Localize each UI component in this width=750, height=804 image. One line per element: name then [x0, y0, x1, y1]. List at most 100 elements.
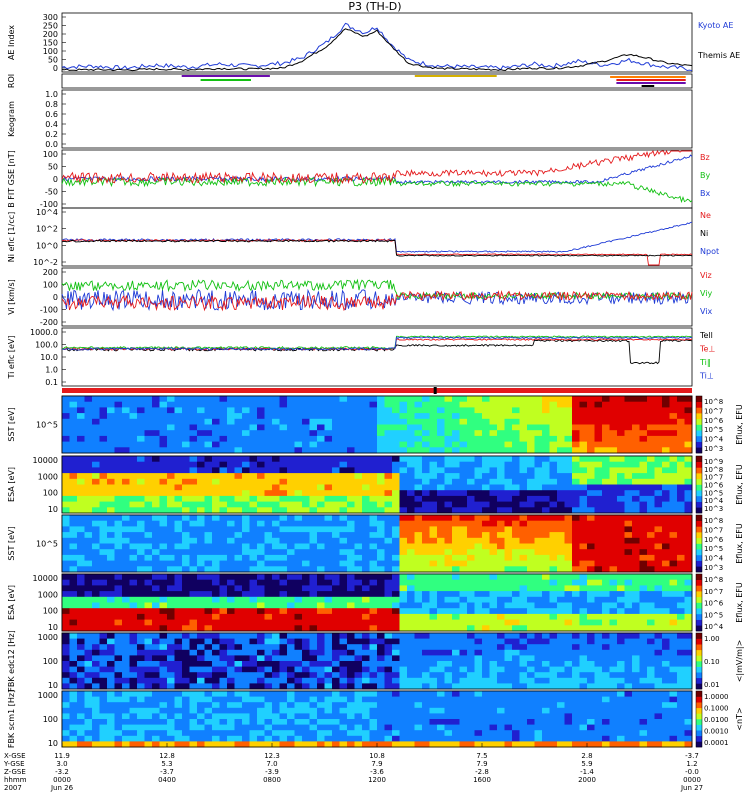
heatmap-cell-sst1: [580, 447, 588, 453]
heatmap-cell-fbk1: [490, 633, 498, 639]
heatmap-cell-sst1: [107, 419, 115, 425]
heatmap-cell-sst1: [400, 419, 408, 425]
heatmap-cell-fbk1: [490, 667, 498, 673]
heatmap-cell-fbk1: [220, 655, 228, 661]
heatmap-cell-sst1: [265, 396, 273, 402]
heatmap-cell-esa1: [70, 490, 78, 496]
heatmap-cell-sst1: [392, 430, 400, 436]
heatmap-cell-sst2: [610, 538, 618, 544]
heatmap-cell-esa1: [137, 496, 145, 502]
heatmap-cell-esa1: [302, 467, 310, 473]
heatmap-cell-sst1: [265, 425, 273, 431]
heatmap-cell-sst2: [452, 561, 460, 567]
heatmap-cell-sst1: [512, 413, 520, 419]
heatmap-cell-sst1: [460, 419, 468, 425]
heatmap-cell-fbk2: [407, 697, 415, 703]
heatmap-cell-sst2: [280, 544, 288, 550]
heatmap-cell-esa1: [145, 496, 153, 502]
heatmap-cell-fbk2: [482, 719, 490, 725]
heatmap-cell-sst1: [175, 436, 183, 442]
heatmap-cell-esa2: [535, 580, 543, 586]
heatmap-cell-esa2: [587, 614, 595, 620]
heatmap-cell-sst1: [347, 407, 355, 413]
heatmap-cell-fbk1: [520, 672, 528, 678]
heatmap-cell-sst2: [70, 544, 78, 550]
heatmap-cell-sst2: [100, 544, 108, 550]
heatmap-cell-sst2: [100, 566, 108, 572]
heatmap-cell-esa2: [460, 591, 468, 597]
heatmap-cell-fbk1: [385, 633, 393, 639]
heatmap-cell-esa1: [325, 467, 333, 473]
heatmap-cell-fbk2: [152, 713, 160, 719]
heatmap-cell-sst2: [625, 538, 633, 544]
heatmap-cell-esa1: [160, 467, 168, 473]
heatmap-cell-sst2: [415, 521, 423, 527]
heatmap-cell-sst1: [137, 413, 145, 419]
heatmap-cell-sst1: [190, 430, 198, 436]
legend-vi-2: Vix: [700, 307, 713, 316]
heatmap-cell-esa1: [130, 479, 138, 485]
heatmap-cell-esa2: [430, 585, 438, 591]
heatmap-cell-sst1: [662, 430, 670, 436]
heatmap-cell-fbk1: [280, 644, 288, 650]
heatmap-cell-sst2: [317, 555, 325, 561]
heatmap-cell-sst2: [287, 549, 295, 555]
heatmap-cell-esa1: [670, 473, 678, 479]
heatmap-cell-esa1: [542, 502, 550, 508]
heatmap-cell-fbk1: [587, 672, 595, 678]
heatmap-cell-sst2: [182, 544, 190, 550]
heatmap-cell-sst1: [587, 447, 595, 453]
heatmap-cell-esa2: [407, 574, 415, 580]
heatmap-cell-fbk1: [160, 650, 168, 656]
heatmap-cell-sst2: [632, 566, 640, 572]
heatmap-cell-fbk1: [160, 633, 168, 639]
heatmap-cell-sst2: [385, 549, 393, 555]
heatmap-cell-esa2: [625, 620, 633, 626]
heatmap-cell-fbk1: [647, 655, 655, 661]
heatmap-cell-sst2: [512, 561, 520, 567]
heatmap-cell-sst2: [460, 526, 468, 532]
heatmap-cell-fbk2: [482, 708, 490, 714]
heatmap-cell-esa1: [257, 467, 265, 473]
heatmap-cell-esa2: [152, 625, 160, 631]
heatmap-cell-esa1: [130, 490, 138, 496]
heatmap-cell-fbk2: [445, 730, 453, 736]
heatmap-cell-fbk2: [295, 730, 303, 736]
heatmap-cell-fbk1: [557, 678, 565, 684]
heatmap-cell-esa1: [467, 507, 475, 513]
heatmap-cell-sst1: [602, 430, 610, 436]
heatmap-cell-sst1: [565, 430, 573, 436]
heatmap-cell-sst2: [377, 521, 385, 527]
heatmap-cell-esa2: [175, 614, 183, 620]
heatmap-cell-esa2: [602, 574, 610, 580]
heatmap-cell-fbk2: [520, 736, 528, 742]
heatmap-cell-sst1: [527, 419, 535, 425]
heatmap-cell-esa2: [77, 574, 85, 580]
heatmap-cell-sst2: [310, 555, 318, 561]
heatmap-cell-fbk1: [167, 683, 175, 689]
heatmap-cell-sst2: [475, 544, 483, 550]
heatmap-cell-sst2: [77, 561, 85, 567]
heatmap-cell-fbk1: [422, 644, 430, 650]
heatmap-cell-sst2: [317, 521, 325, 527]
heatmap-cell-sst2: [370, 515, 378, 521]
heatmap-cell-fbk1: [182, 683, 190, 689]
heatmap-cell-fbk1: [272, 661, 280, 667]
heatmap-cell-esa1: [362, 462, 370, 468]
heatmap-cell-fbk1: [490, 683, 498, 689]
heatmap-cell-sst1: [220, 419, 228, 425]
heatmap-cell-sst2: [212, 526, 220, 532]
heatmap-cell-fbk2: [400, 736, 408, 742]
heatmap-cell-fbk2: [340, 719, 348, 725]
heatmap-cell-esa2: [400, 574, 408, 580]
heatmap-cell-fbk1: [92, 650, 100, 656]
heatmap-cell-sst1: [137, 447, 145, 453]
heatmap-cell-esa2: [250, 614, 258, 620]
heatmap-cell-sst2: [677, 521, 685, 527]
heatmap-cell-fbk1: [257, 644, 265, 650]
heatmap-cell-sst1: [235, 442, 243, 448]
heatmap-cell-fbk1: [175, 633, 183, 639]
heatmap-cell-esa2: [182, 608, 190, 614]
heatmap-cell-sst1: [647, 436, 655, 442]
